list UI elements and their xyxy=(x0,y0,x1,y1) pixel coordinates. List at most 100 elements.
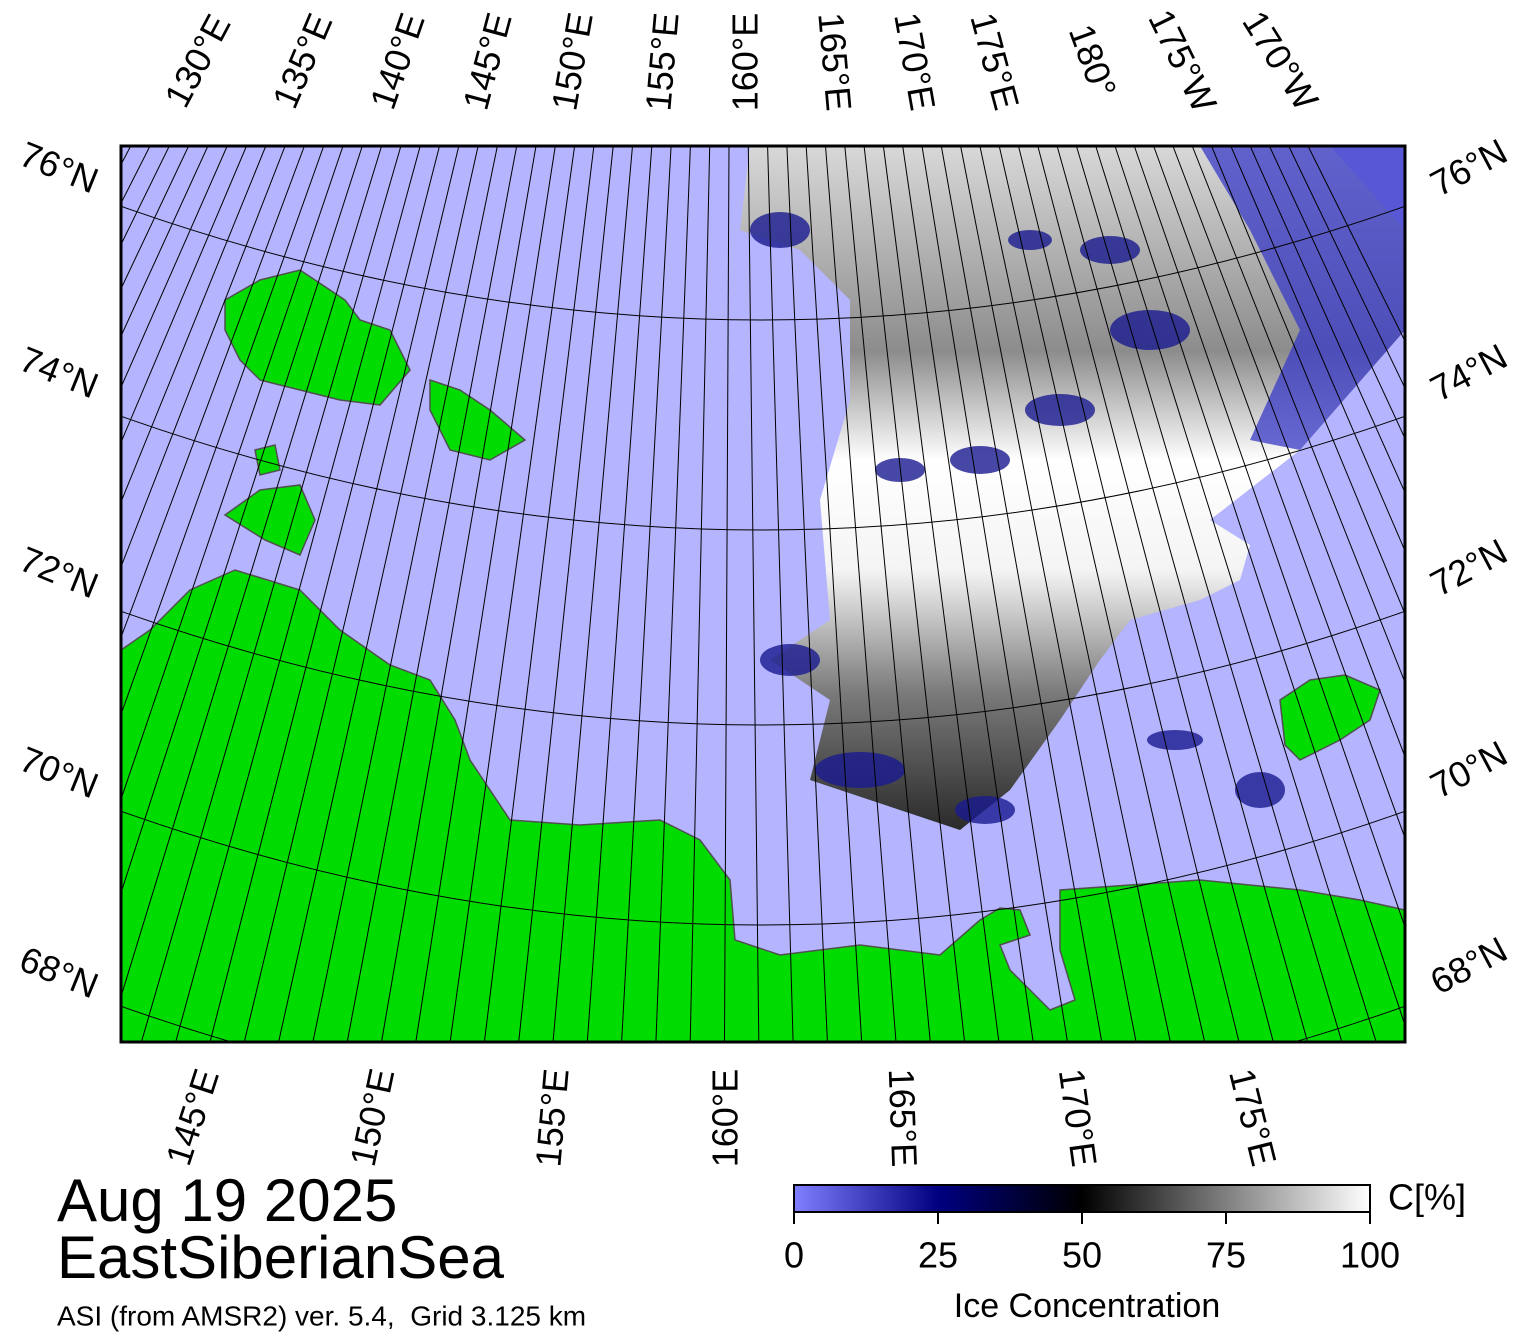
lon-label-top: 170°E xyxy=(886,9,943,113)
meridian xyxy=(786,146,828,1042)
meridian xyxy=(518,146,614,1042)
lat-label-left: 68°N xyxy=(14,938,104,1006)
meridian xyxy=(552,146,633,1042)
graticule xyxy=(0,146,1405,1042)
colorbar-label: Ice Concentration xyxy=(954,1287,1221,1325)
meridian xyxy=(121,146,286,569)
meridian xyxy=(121,146,247,444)
parallel xyxy=(121,205,1405,321)
meridian xyxy=(121,146,228,389)
meridian xyxy=(1133,146,1405,929)
meridian xyxy=(1018,146,1240,1042)
meridian xyxy=(825,146,897,1042)
lon-label-top: 145°E xyxy=(455,8,520,114)
meridian xyxy=(483,146,595,1042)
lon-label-top: 165°E xyxy=(810,11,859,113)
source: ASI (from AMSR2) ver. 5.4, Grid 3.125 km xyxy=(57,1300,586,1331)
meridian xyxy=(921,146,1068,1042)
colorbar-tick-label: 0 xyxy=(784,1235,804,1276)
lon-label-top: 130°E xyxy=(156,7,238,113)
ice-edge-east xyxy=(1200,146,1405,450)
meridian xyxy=(724,146,730,1042)
lon-label-bottom: 150°E xyxy=(342,1065,403,1170)
land xyxy=(121,269,1405,1042)
lat-label-left: 74°N xyxy=(14,338,104,406)
low-ice-patches xyxy=(750,212,1285,824)
meridian xyxy=(1172,146,1405,759)
meridian xyxy=(1230,146,1405,553)
meridian xyxy=(1191,146,1405,684)
map-body xyxy=(0,146,1405,1042)
lat-label-right: 74°N xyxy=(1423,335,1513,409)
lon-label-top: 150°E xyxy=(543,9,600,113)
meridian xyxy=(1056,146,1309,1042)
meridian xyxy=(121,146,383,999)
parallel xyxy=(121,610,1405,726)
meridian xyxy=(621,146,672,1042)
lon-label-bottom: 175°E xyxy=(1221,1065,1285,1170)
colorbar-tick-label: 50 xyxy=(1062,1235,1102,1276)
lon-label-top: 140°E xyxy=(362,8,433,114)
lon-label-bottom: 160°E xyxy=(705,1069,746,1167)
lon-label-top: 170°W xyxy=(1234,4,1326,118)
meridian xyxy=(1037,146,1274,1042)
meridian xyxy=(121,146,325,716)
colorbar-unit: C[%] xyxy=(1388,1177,1466,1218)
meridian xyxy=(1095,146,1377,1042)
meridian xyxy=(140,146,402,1042)
meridian xyxy=(1075,146,1343,1042)
lat-label-right: 70°N xyxy=(1423,732,1513,806)
lon-label-top: 155°E xyxy=(637,11,686,113)
meridian xyxy=(175,146,421,1042)
meridian xyxy=(121,146,305,639)
meridian xyxy=(689,146,711,1042)
meridian xyxy=(940,146,1103,1042)
lon-label-top: 175°W xyxy=(1140,3,1224,118)
meridian xyxy=(805,146,863,1042)
map-frame xyxy=(119,144,1407,1044)
lon-label-bottom: 170°E xyxy=(1051,1066,1105,1169)
meridian xyxy=(121,146,209,338)
lat-label-right: 72°N xyxy=(1423,530,1513,604)
meridian xyxy=(0,146,111,1042)
meridian xyxy=(882,146,1000,1042)
meridian xyxy=(1114,146,1405,1027)
meridian xyxy=(121,146,267,504)
meridian xyxy=(1268,146,1405,440)
lon-label-top: 175°E xyxy=(962,8,1027,114)
meridian xyxy=(381,146,537,1042)
meridian xyxy=(1288,146,1405,390)
meridian xyxy=(278,146,479,1042)
date: Aug 19 2025 xyxy=(57,1167,397,1234)
lat-label-left: 76°N xyxy=(14,133,104,201)
meridian xyxy=(1153,146,1405,840)
colorbar-tick-label: 100 xyxy=(1340,1235,1400,1276)
colorbar xyxy=(793,1184,1371,1213)
meridian xyxy=(767,146,794,1042)
lon-label-top: 180° xyxy=(1061,19,1125,103)
lon-label-bottom: 145°E xyxy=(157,1064,226,1170)
sea-ice xyxy=(740,146,1405,830)
meridian xyxy=(863,146,966,1042)
meridian xyxy=(586,146,653,1042)
meridian xyxy=(449,146,576,1042)
lon-label-bottom: 165°E xyxy=(881,1068,925,1168)
parallel xyxy=(121,415,1405,531)
lon-label-top: 135°E xyxy=(264,7,340,114)
lat-label-right: 68°N xyxy=(1423,928,1513,1002)
meridian xyxy=(209,146,440,1042)
meridian xyxy=(1211,146,1405,616)
meridian xyxy=(1249,146,1405,494)
lat-label-right: 76°N xyxy=(1423,130,1513,204)
meridian xyxy=(655,146,691,1042)
meridian xyxy=(415,146,556,1042)
lat-label-left: 72°N xyxy=(14,538,104,606)
parallel xyxy=(121,810,1405,926)
lon-label-bottom: 155°E xyxy=(527,1067,576,1169)
meridian xyxy=(902,146,1034,1042)
meridian xyxy=(1307,146,1405,343)
meridian xyxy=(346,146,518,1042)
meridian xyxy=(121,146,344,801)
meridian xyxy=(979,146,1171,1042)
